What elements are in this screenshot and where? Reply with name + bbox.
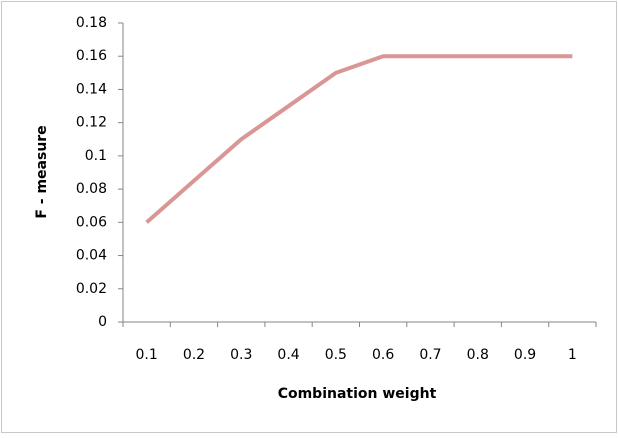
y-tick-label: 0.02 <box>76 281 107 297</box>
x-tick-label: 1 <box>568 347 577 363</box>
y-tick-label: 0.08 <box>76 181 107 197</box>
x-tick-label: 0.9 <box>514 347 536 363</box>
data-line <box>145 54 573 224</box>
y-tick-label: 0.1 <box>85 148 107 164</box>
y-tick-label: 0.04 <box>76 248 107 264</box>
y-tick-label: 0.14 <box>76 81 107 97</box>
x-tick-label: 0.5 <box>325 347 347 363</box>
y-tick-label: 0.06 <box>76 214 107 230</box>
x-tick-label: 0.7 <box>419 347 441 363</box>
x-tick-label: 0.3 <box>230 347 252 363</box>
x-tick-label: 0.6 <box>372 347 394 363</box>
x-tick-label: 0.4 <box>277 347 299 363</box>
x-axis-title: Combination weight <box>278 386 437 402</box>
y-tick-label: 0 <box>98 314 107 330</box>
y-axis-title: F - measure <box>34 125 50 218</box>
y-tick-label: 0.18 <box>76 15 107 31</box>
x-tick-label: 0.2 <box>183 347 205 363</box>
x-tick-label: 0.8 <box>467 347 489 363</box>
y-tick-label: 0.16 <box>76 48 107 64</box>
x-tick-label: 0.1 <box>136 347 158 363</box>
y-tick-label: 0.12 <box>76 115 107 131</box>
